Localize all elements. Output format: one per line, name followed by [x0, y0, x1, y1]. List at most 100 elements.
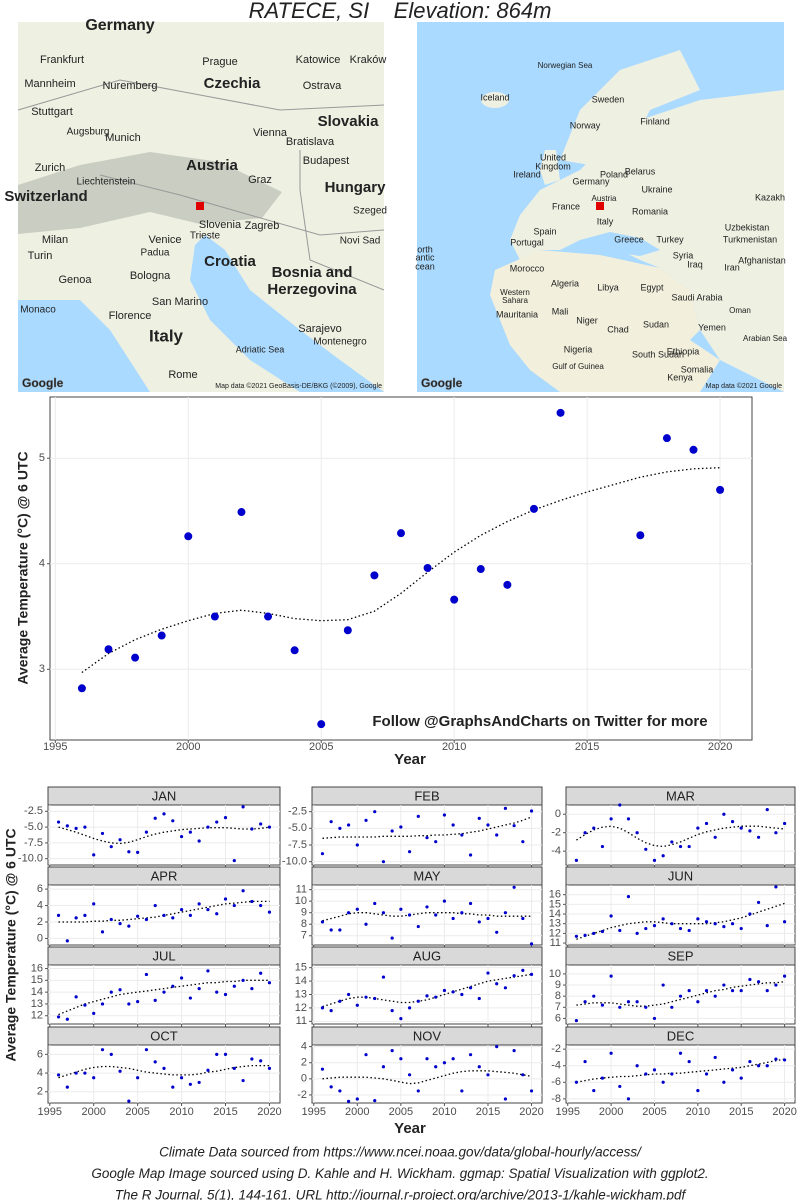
map-label: Zagreb [245, 220, 280, 232]
data-point [600, 844, 605, 849]
map-label: Prague [202, 56, 237, 68]
data-point [486, 823, 490, 827]
data-point [416, 1089, 420, 1093]
data-point [782, 920, 787, 924]
data-point [104, 645, 113, 654]
x-tick-label: 2015 [575, 741, 599, 753]
data-point [153, 816, 157, 820]
data-point [756, 900, 761, 905]
map-land [490, 250, 720, 392]
data-point [495, 982, 499, 986]
map-label: Switzerland [4, 188, 87, 205]
data-point [100, 930, 105, 934]
map-border [17, 79, 385, 111]
panel-title: DEC [667, 1028, 694, 1043]
y-tick-label: 4 [37, 1067, 43, 1079]
data-point [364, 995, 368, 999]
panel-title: JAN [152, 788, 177, 803]
data-point [442, 813, 447, 817]
data-point [512, 1049, 516, 1053]
data-point [264, 612, 273, 621]
data-point [486, 916, 490, 921]
data-point [635, 831, 639, 835]
data-point [237, 508, 246, 517]
data-point [250, 987, 254, 991]
data-point [618, 803, 622, 807]
data-point [687, 989, 691, 993]
data-point [451, 823, 455, 827]
data-point [74, 1071, 78, 1075]
y-tick-label: -2 [551, 827, 561, 839]
location-marker [196, 202, 204, 210]
data-point [179, 1076, 184, 1080]
data-point [592, 826, 596, 830]
data-point [687, 844, 691, 849]
map-land [540, 150, 560, 185]
plot-background [47, 964, 281, 1025]
data-point [600, 1076, 605, 1080]
x-tick-label: 2015 [476, 1106, 500, 1118]
data-point [503, 806, 508, 810]
data-point [267, 1066, 272, 1070]
y-tick-label: 0 [555, 808, 561, 820]
data-point [713, 922, 717, 926]
x-tick-label: 2015 [729, 1106, 753, 1118]
map-label: Bosnia and [272, 264, 353, 281]
data-point [644, 847, 648, 851]
data-point [687, 1059, 691, 1064]
map-label: Frankfurt [40, 54, 84, 66]
map-label: Austria [592, 194, 617, 203]
map-label: Munich [105, 132, 140, 144]
map-label: Nigeria [564, 344, 593, 354]
data-point [184, 532, 193, 541]
data-point [232, 858, 236, 863]
data-point [765, 1064, 769, 1068]
trend-line [58, 900, 270, 923]
map-label: Kenya [667, 372, 693, 382]
data-point [364, 818, 368, 822]
data-point [662, 434, 671, 443]
data-point [56, 1015, 61, 1019]
data-point [267, 910, 272, 914]
map-label: Algeria [551, 278, 579, 288]
y-tick-label: 6 [37, 883, 43, 895]
data-point [144, 972, 149, 977]
y-tick-label: 4 [39, 558, 45, 570]
y-axis-label: Average Temperature (°C) @ 6 UTC [15, 451, 31, 684]
panel-title: AUG [413, 948, 441, 963]
data-point [468, 853, 473, 857]
data-point [267, 981, 272, 985]
data-point [381, 911, 386, 915]
data-point [661, 1080, 665, 1084]
data-point [259, 822, 263, 826]
data-point [136, 914, 140, 918]
y-tick-label: 9 [301, 907, 307, 919]
y-tick-label: -2.5 [288, 806, 307, 818]
map-label: Poland [600, 169, 628, 179]
data-point [118, 922, 122, 926]
data-point [574, 934, 579, 938]
y-tick-label: 12 [295, 1002, 307, 1014]
data-point [687, 928, 691, 933]
map-label: Germany [572, 176, 610, 186]
data-point [748, 977, 752, 982]
x-tick-label: 2010 [169, 1106, 193, 1118]
data-point [609, 817, 613, 821]
map-label: Gulf of Guinea [552, 362, 604, 371]
data-point [661, 917, 665, 921]
data-point [338, 1089, 342, 1093]
y-tick-label: 15 [549, 898, 561, 910]
map-label: cean [415, 261, 435, 271]
data-point [373, 1098, 377, 1103]
data-point [83, 1071, 87, 1075]
data-point [722, 983, 726, 987]
x-tick-label: 2020 [772, 1106, 796, 1118]
trend-line [58, 826, 270, 845]
map-label: Romania [632, 206, 668, 216]
data-point [678, 1051, 683, 1055]
map-label: Novi Sad [340, 236, 381, 247]
y-tick-label: 6 [37, 1048, 43, 1060]
data-point [460, 833, 464, 837]
map-label: Mali [552, 306, 569, 316]
data-point [529, 504, 538, 513]
